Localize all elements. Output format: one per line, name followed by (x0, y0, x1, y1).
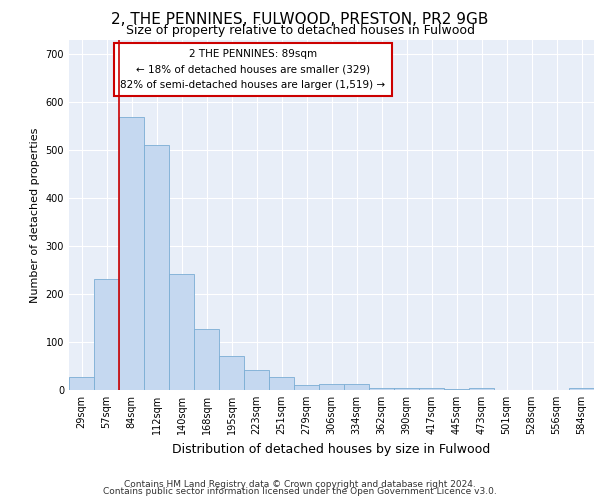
Bar (69, 376, 94, 390)
Text: Contains public sector information licensed under the Open Government Licence v3: Contains public sector information licen… (103, 488, 497, 496)
Bar (369, 388, 394, 390)
Bar (169, 274, 194, 390)
Bar (344, 384, 369, 390)
Bar (269, 377, 294, 390)
Bar (194, 329, 219, 390)
Bar (419, 388, 444, 390)
Bar (244, 370, 269, 390)
Bar (394, 388, 419, 390)
Y-axis label: Number of detached properties: Number of detached properties (30, 128, 40, 302)
X-axis label: Distribution of detached houses by size in Fulwood: Distribution of detached houses by size … (172, 442, 491, 456)
Bar (94, 279, 119, 390)
Bar (469, 388, 494, 390)
Bar (319, 384, 344, 390)
Text: Size of property relative to detached houses in Fulwood: Size of property relative to detached ho… (125, 24, 475, 37)
Bar (569, 388, 594, 390)
Text: 2 THE PENNINES: 89sqm
← 18% of detached houses are smaller (329)
82% of semi-det: 2 THE PENNINES: 89sqm ← 18% of detached … (120, 49, 385, 90)
Bar (144, 146, 169, 390)
Bar (444, 389, 469, 390)
Bar (294, 384, 319, 390)
Bar (119, 116, 144, 390)
Text: 2, THE PENNINES, FULWOOD, PRESTON, PR2 9GB: 2, THE PENNINES, FULWOOD, PRESTON, PR2 9… (112, 12, 488, 28)
Bar (219, 356, 244, 390)
Text: Contains HM Land Registry data © Crown copyright and database right 2024.: Contains HM Land Registry data © Crown c… (124, 480, 476, 489)
